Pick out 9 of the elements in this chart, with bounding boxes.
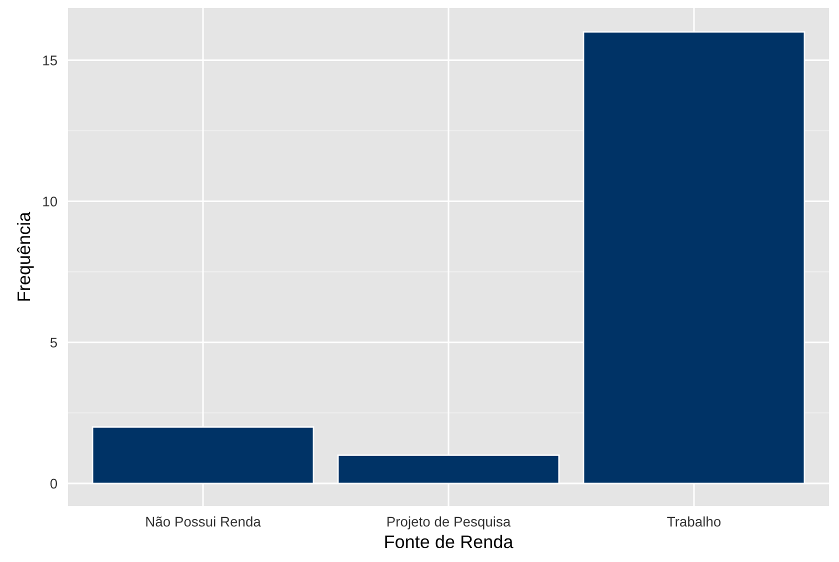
y-tick-label: 0 [50,478,58,489]
y-tick-label: 5 [50,338,57,348]
y-tick-label: 15 [43,56,58,66]
x-tick-label: Não Possui Renda [146,516,261,527]
y-axis-title: Frequência [16,212,34,301]
x-axis-title: Fonte de Renda [385,534,514,548]
y-tick-label: 10 [43,196,58,206]
x-tick-label: Projeto de Pesquisa [387,516,511,530]
x-tick-label: Trabalho [667,516,721,527]
